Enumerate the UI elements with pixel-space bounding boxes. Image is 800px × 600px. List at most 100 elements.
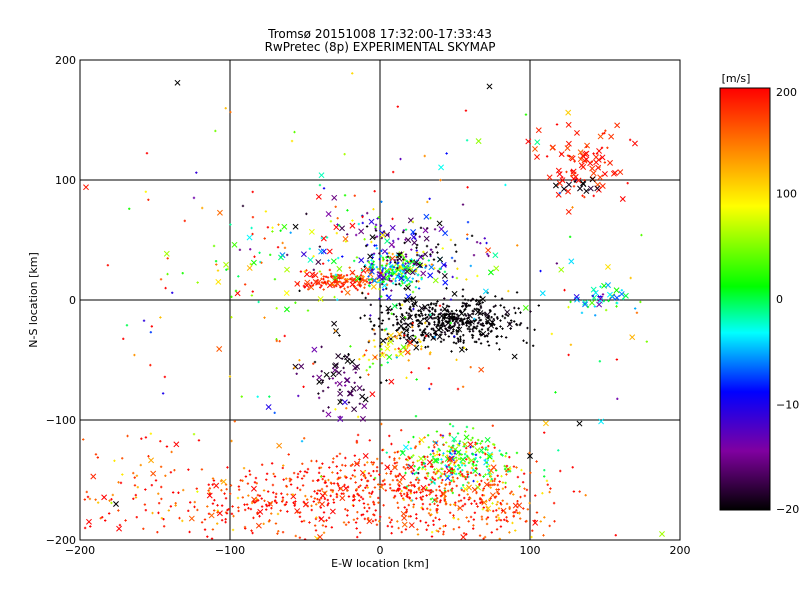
- data-point-cross: [477, 310, 484, 317]
- colorbar-label: [m/s]: [722, 72, 751, 85]
- data-point-dot: [439, 333, 442, 336]
- data-point-cross: [486, 453, 493, 460]
- data-point-dot: [337, 274, 340, 277]
- data-point-dot: [160, 497, 163, 501]
- data-point-cross: [284, 266, 290, 273]
- data-point-dot: [432, 316, 436, 320]
- data-point-dot: [417, 471, 420, 475]
- data-point-dot: [443, 331, 447, 334]
- data-point-dot: [417, 280, 420, 283]
- data-point-dot: [257, 300, 260, 304]
- data-point-dot: [374, 229, 378, 232]
- data-point-dot: [362, 388, 365, 391]
- data-point-dot: [352, 259, 356, 263]
- data-point-dot: [367, 373, 370, 376]
- data-point-dot: [351, 463, 354, 466]
- data-point-dot: [334, 205, 337, 208]
- data-point-dot: [431, 465, 434, 468]
- data-point-dot: [435, 511, 439, 514]
- data-point-dot: [398, 282, 401, 286]
- data-point-dot: [464, 307, 467, 311]
- data-point-cross: [511, 353, 518, 360]
- data-point-dot: [487, 344, 491, 347]
- data-point-dot: [238, 248, 242, 252]
- data-point-dot: [421, 495, 425, 498]
- data-point-dot: [457, 340, 460, 343]
- data-point-dot: [410, 371, 413, 374]
- data-point-dot: [283, 334, 286, 338]
- data-point-cross: [397, 351, 404, 357]
- data-point-dot: [303, 538, 307, 540]
- data-point-cross: [479, 296, 486, 302]
- data-point-dot: [159, 278, 163, 281]
- data-point-dot: [448, 324, 451, 328]
- data-point-dot: [528, 451, 531, 455]
- data-point-dot: [193, 505, 196, 509]
- data-point-dot: [313, 360, 317, 364]
- data-point-dot: [522, 339, 525, 342]
- data-point-dot: [371, 265, 374, 269]
- data-point-dot: [126, 434, 129, 438]
- data-point-dot: [493, 313, 497, 316]
- data-point-dot: [433, 313, 436, 316]
- data-point-cross: [356, 280, 363, 287]
- data-point-dot: [327, 478, 330, 482]
- data-point-cross: [361, 403, 368, 410]
- data-point-dot: [481, 301, 484, 304]
- data-point-dot: [397, 326, 401, 330]
- data-point-dot: [436, 453, 439, 456]
- data-point-dot: [412, 435, 415, 439]
- data-point-dot: [474, 299, 478, 303]
- x-tick-label: −200: [65, 544, 95, 557]
- data-point-dot: [403, 506, 406, 509]
- data-point-dot: [364, 264, 367, 267]
- data-point-dot: [514, 311, 517, 315]
- data-point-dot: [399, 284, 403, 287]
- data-point-dot: [319, 506, 323, 509]
- data-point-cross: [485, 247, 492, 254]
- data-point-dot: [231, 528, 235, 532]
- data-point-dot: [436, 470, 440, 473]
- data-point-dot: [110, 498, 113, 501]
- data-point-dot: [174, 502, 177, 505]
- data-point-dot: [248, 473, 252, 476]
- data-point-dot: [164, 286, 167, 290]
- data-point-dot: [369, 314, 372, 317]
- data-point-cross: [331, 194, 338, 201]
- data-point-dot: [559, 469, 562, 473]
- data-point-dot: [463, 475, 466, 478]
- data-point-dot: [341, 463, 344, 467]
- data-point-dot: [281, 496, 285, 499]
- data-point-dot: [379, 224, 383, 227]
- data-point-dot: [447, 335, 451, 338]
- data-point-dot: [252, 500, 255, 503]
- data-point-cross: [597, 133, 604, 140]
- data-point-dot: [429, 216, 432, 220]
- data-point-cross: [577, 156, 584, 163]
- data-point-dot: [426, 507, 429, 510]
- data-point-dot: [457, 518, 460, 521]
- data-point-cross: [460, 456, 466, 463]
- data-point-dot: [378, 257, 381, 261]
- data-point-dot: [367, 275, 370, 278]
- data-point-dot: [365, 510, 369, 513]
- data-point-dot: [241, 204, 245, 208]
- data-point-dot: [187, 509, 190, 513]
- data-point-cross: [455, 449, 462, 456]
- data-point-dot: [386, 252, 389, 255]
- data-point-dot: [466, 470, 470, 474]
- data-point-dot: [210, 537, 214, 540]
- data-point-dot: [157, 511, 160, 515]
- data-point-cross: [582, 301, 588, 308]
- data-point-dot: [423, 476, 427, 479]
- data-point-dot: [315, 459, 318, 463]
- data-point-dot: [462, 462, 466, 465]
- data-point-dot: [450, 453, 454, 456]
- data-point-dot: [276, 532, 279, 535]
- data-point-dot: [387, 251, 391, 255]
- data-point-cross: [320, 235, 327, 242]
- data-point-dot: [455, 276, 459, 280]
- x-tick-label: 0: [377, 544, 384, 557]
- data-point-dot: [243, 525, 247, 529]
- data-point-dot: [438, 304, 442, 307]
